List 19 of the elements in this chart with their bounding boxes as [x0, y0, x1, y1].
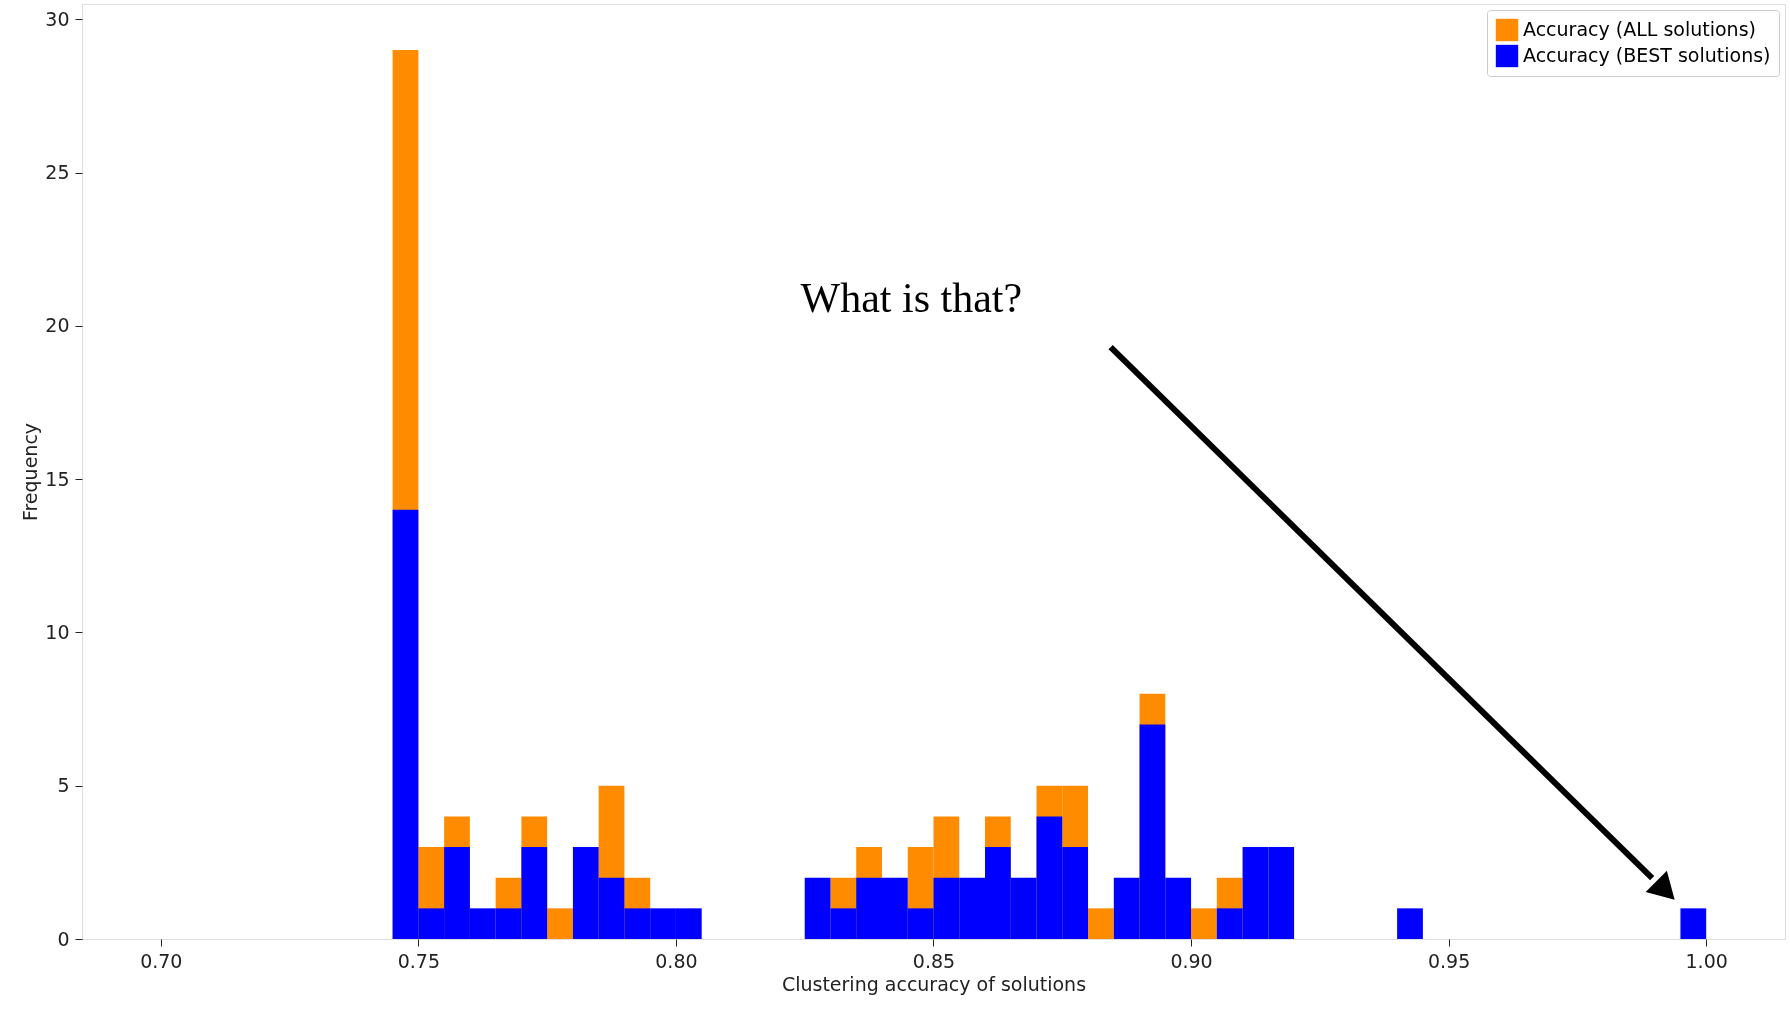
y-tick-label: 10	[45, 620, 70, 643]
x-tick-label: 0.95	[1427, 949, 1471, 972]
x-tick-label: 1.00	[1685, 949, 1728, 972]
x-tick-label: 0.75	[397, 949, 441, 972]
y-tick-label: 25	[45, 161, 70, 184]
annotation: What is that?	[800, 274, 1023, 321]
x-tick-label: 0.70	[140, 949, 183, 972]
x-axis-title: Clustering accuracy of solutions	[781, 972, 1087, 995]
y-axis-title: Frequency	[19, 422, 42, 522]
x-tick-label: 0.85	[912, 949, 956, 972]
legend-label: Accuracy (BEST solutions)	[1523, 44, 1771, 66]
y-tick-label: 15	[45, 467, 70, 490]
y-tick-label: 5	[57, 774, 70, 797]
x-tick-label: 0.90	[1170, 949, 1213, 972]
y-tick-label: 30	[45, 7, 70, 30]
legend-label: Accuracy (ALL solutions)	[1523, 18, 1756, 40]
y-tick-label: 0	[57, 927, 70, 950]
y-tick-label: 20	[45, 314, 70, 337]
x-tick-label: 0.80	[655, 949, 698, 972]
